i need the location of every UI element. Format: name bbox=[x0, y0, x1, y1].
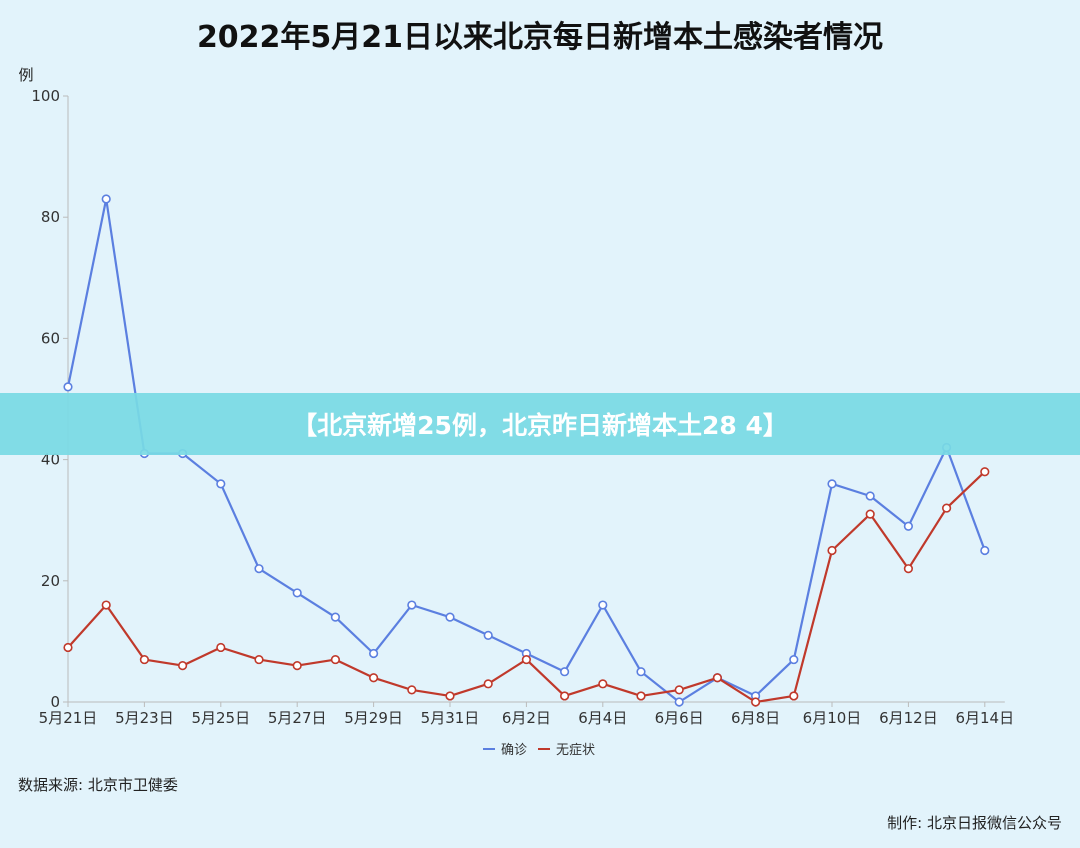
data-point bbox=[789, 654, 799, 665]
headline-text: 【北京新增25例，北京昨日新增本土28 4】 bbox=[292, 411, 788, 440]
data-point bbox=[483, 679, 493, 689]
y-tick-label: 100 bbox=[31, 87, 60, 105]
x-tick-label: 5月25日 bbox=[191, 709, 250, 727]
data-point bbox=[178, 661, 188, 671]
data-point bbox=[369, 673, 379, 683]
x-tick-label: 6月2日 bbox=[502, 709, 551, 727]
data-point bbox=[254, 654, 264, 665]
data-point bbox=[636, 667, 646, 677]
x-tick-label: 6月14日 bbox=[955, 709, 1014, 727]
data-point bbox=[63, 642, 73, 653]
y-tick-label: 20 bbox=[41, 572, 60, 590]
data-point bbox=[101, 194, 111, 204]
data-point bbox=[789, 691, 799, 701]
data-point bbox=[903, 564, 914, 574]
x-tick-label: 6月12日 bbox=[879, 709, 938, 727]
data-point bbox=[139, 654, 149, 665]
y-tick-label: 0 bbox=[50, 693, 60, 711]
legend-label-0: 确诊 bbox=[501, 743, 527, 758]
x-tick-label: 5月27日 bbox=[268, 709, 327, 727]
data-point bbox=[712, 673, 723, 683]
data-point bbox=[216, 479, 226, 489]
data-point bbox=[598, 600, 608, 610]
data-point bbox=[369, 648, 379, 659]
chart-title: 2022年5月21日以来北京每日新增本土感染者情况 bbox=[196, 20, 884, 55]
data-point bbox=[330, 612, 341, 622]
data-point bbox=[941, 503, 952, 513]
x-tick-label: 5月21日 bbox=[39, 709, 98, 727]
data-point bbox=[445, 612, 455, 622]
data-point bbox=[980, 467, 990, 477]
data-point bbox=[330, 654, 341, 665]
data-point bbox=[254, 564, 264, 574]
y-tick-label: 60 bbox=[41, 329, 60, 347]
data-point bbox=[750, 697, 761, 707]
data-point bbox=[674, 685, 684, 695]
data-point bbox=[559, 667, 570, 677]
y-tick-label: 80 bbox=[41, 208, 60, 226]
data-point bbox=[827, 545, 837, 556]
x-tick-label: 5月31日 bbox=[421, 709, 480, 727]
data-point bbox=[980, 545, 990, 556]
data-point bbox=[559, 691, 570, 701]
legend-label-1: 无症状 bbox=[556, 743, 595, 758]
x-tick-label: 6月8日 bbox=[731, 709, 780, 727]
x-tick-label: 6月10日 bbox=[803, 709, 862, 727]
chart-series bbox=[63, 194, 990, 707]
data-point bbox=[216, 642, 226, 653]
data-point bbox=[407, 685, 417, 695]
data-point bbox=[865, 491, 875, 501]
data-source: 数据来源: 北京市卫健委 bbox=[18, 776, 178, 794]
data-point bbox=[292, 588, 302, 598]
data-point bbox=[598, 679, 608, 689]
data-point bbox=[101, 600, 111, 610]
y-tick-label: 40 bbox=[41, 451, 60, 469]
x-tick-label: 5月23日 bbox=[115, 709, 174, 727]
data-point bbox=[636, 691, 646, 701]
data-point bbox=[903, 521, 914, 531]
chart-axes: 例 0 20 40 60 80 100 5月21日 5月23日 5月25日 5月27日 5月29日 5月… bbox=[18, 66, 1014, 727]
data-point bbox=[292, 661, 302, 671]
headline-banner: 【北京新增25例，北京昨日新增本土28 4】 bbox=[0, 393, 1080, 455]
data-point bbox=[827, 479, 837, 489]
series-line-1 bbox=[67, 470, 986, 704]
data-point bbox=[407, 600, 417, 610]
x-tick-label: 5月29日 bbox=[344, 709, 403, 727]
x-tick-label: 6月4日 bbox=[578, 709, 627, 727]
y-axis-label: 例 bbox=[18, 66, 33, 84]
data-point bbox=[445, 691, 455, 701]
data-point bbox=[521, 654, 532, 665]
data-point bbox=[483, 630, 493, 640]
data-point bbox=[674, 697, 684, 707]
data-point bbox=[865, 509, 875, 519]
data-point bbox=[63, 382, 73, 392]
chart-legend: 确诊 无症状 bbox=[483, 743, 595, 758]
x-tick-label: 6月6日 bbox=[655, 709, 704, 727]
credit: 制作: 北京日报微信公众号 bbox=[887, 814, 1062, 832]
